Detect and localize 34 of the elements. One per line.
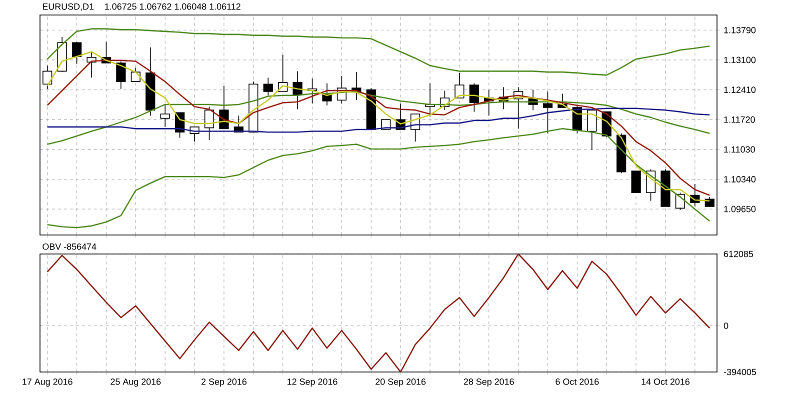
candlestick	[42, 65, 52, 90]
candlestick	[704, 196, 714, 207]
x-tick-label: 25 Aug 2016	[110, 378, 161, 387]
candlestick	[542, 91, 553, 134]
x-tick-label: 20 Sep 2016	[376, 378, 426, 387]
chart-title: OBV -856474	[42, 243, 96, 250]
x-tick-label: 28 Sep 2016	[464, 378, 514, 387]
x-tick-label: 12 Sep 2016	[288, 378, 338, 387]
candlestick	[587, 108, 597, 150]
candlestick	[454, 72, 464, 98]
candlestick	[263, 77, 273, 96]
y-tick-label: 1.13100	[724, 56, 756, 64]
y-tick-label: 1.09650	[724, 206, 756, 212]
candlestick	[130, 67, 140, 82]
y-tick-label: 1.11720	[724, 116, 755, 123]
candlestick	[292, 70, 302, 110]
candlestick	[160, 104, 170, 128]
y-tick-label: 0	[724, 322, 728, 329]
y-tick-label: 1.13790	[724, 26, 756, 34]
y-tick-label: -394005	[724, 368, 756, 376]
chart-title: EURUSD,D1	[42, 3, 94, 11]
candlestick	[631, 170, 641, 194]
candlestick	[72, 41, 82, 64]
candlestick	[469, 82, 479, 112]
y-tick-label: 1.12410	[724, 86, 756, 93]
chart-subtitle: 1.06725 1.06762 1.06048 1.06112	[105, 3, 240, 10]
x-tick-label: 17 Aug 2016	[22, 378, 72, 387]
y-tick-label: 1.10340	[724, 176, 756, 182]
x-tick-label: 6 Oct 2016	[556, 378, 599, 385]
y-tick-label: 1.11030	[724, 146, 755, 153]
candlestick	[116, 60, 126, 90]
x-tick-label: 14 Oct 2016	[642, 378, 690, 385]
y-tick-label: 612085	[724, 250, 754, 258]
x-tick-label: 2 Sep 2016	[201, 378, 246, 387]
